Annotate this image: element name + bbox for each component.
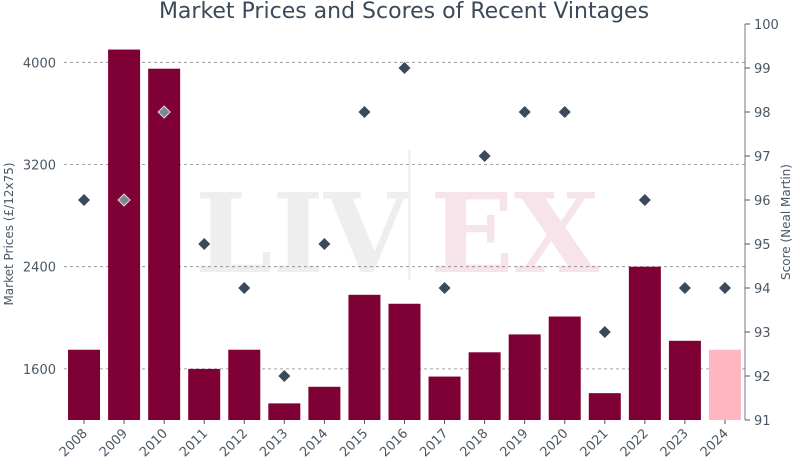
y2-tick-label: 98	[754, 106, 771, 121]
score-marker	[358, 106, 371, 118]
score-marker	[278, 370, 291, 382]
bar	[588, 393, 621, 420]
score-marker	[718, 282, 731, 294]
x-tick-label: 2012	[217, 426, 251, 460]
y-tick-label: 2400	[23, 261, 56, 276]
bar	[348, 294, 381, 420]
y-tick-label: 4000	[23, 56, 56, 71]
score-marker	[198, 238, 211, 250]
y2-tick-label: 100	[754, 18, 779, 33]
bar	[468, 352, 501, 420]
y2-axis-label: Score (Neal Martin)	[779, 164, 793, 280]
svg-text:EX: EX	[430, 169, 600, 298]
bar	[268, 403, 301, 420]
score-marker	[157, 105, 171, 119]
x-tick-label: 2011	[177, 426, 211, 460]
x-tick-label: 2008	[57, 426, 91, 460]
x-tick-label: 2018	[457, 426, 491, 460]
score-marker	[518, 106, 531, 118]
score-series	[78, 62, 731, 382]
bar	[668, 340, 701, 420]
y-tick-label: 1600	[23, 363, 56, 378]
x-tick-label: 2009	[97, 426, 131, 460]
x-tick-label: 2015	[337, 426, 371, 460]
score-marker	[78, 194, 91, 206]
y2-tick-label: 97	[754, 150, 771, 165]
bar	[388, 303, 421, 420]
bar	[148, 68, 181, 420]
x-tick-label: 2022	[618, 426, 652, 460]
y2-tick-label: 94	[754, 282, 771, 297]
score-marker	[318, 238, 331, 250]
x-tick-label: 2023	[658, 426, 692, 460]
bar	[228, 349, 261, 420]
x-tick-label: 2017	[417, 426, 451, 460]
bar	[708, 349, 741, 420]
bar-series	[68, 49, 741, 420]
score-marker	[117, 193, 131, 207]
x-tick-label: 2019	[497, 426, 531, 460]
x-tick-label: 2014	[297, 426, 331, 460]
x-tick-label: 2024	[698, 426, 732, 460]
y2-tick-label: 91	[754, 414, 771, 429]
score-marker	[598, 326, 611, 338]
x-tick-label: 2016	[377, 426, 411, 460]
y-tick-label: 3200	[23, 159, 56, 174]
bar	[548, 316, 581, 420]
score-marker	[558, 106, 571, 118]
svg-text:LIV: LIV	[195, 169, 411, 298]
y2-tick-label: 96	[754, 194, 771, 209]
score-marker	[638, 194, 651, 206]
x-tick-label: 2013	[257, 426, 291, 460]
livex-watermark-logo: LIV EX	[195, 150, 600, 298]
bar	[628, 266, 661, 420]
score-marker	[398, 62, 411, 74]
bar	[68, 349, 101, 420]
y2-tick-label: 95	[754, 238, 771, 253]
bar	[188, 368, 221, 420]
bar	[308, 386, 341, 420]
y2-tick-label: 93	[754, 326, 771, 341]
chart-title: Market Prices and Scores of Recent Vinta…	[159, 0, 649, 24]
y2-tick-label: 92	[754, 370, 771, 385]
score-marker	[678, 282, 691, 294]
y2-tick-label: 99	[754, 62, 771, 77]
score-marker	[238, 282, 251, 294]
score-marker	[478, 150, 491, 162]
score-marker	[438, 282, 451, 294]
y-axis-label: Market Prices (£/12x75)	[2, 162, 16, 305]
bar	[428, 376, 461, 420]
bar	[508, 334, 541, 420]
x-tick-label: 2010	[137, 426, 171, 460]
bar	[108, 49, 141, 420]
x-tick-label: 2021	[578, 426, 612, 460]
x-tick-label: 2020	[538, 426, 572, 460]
